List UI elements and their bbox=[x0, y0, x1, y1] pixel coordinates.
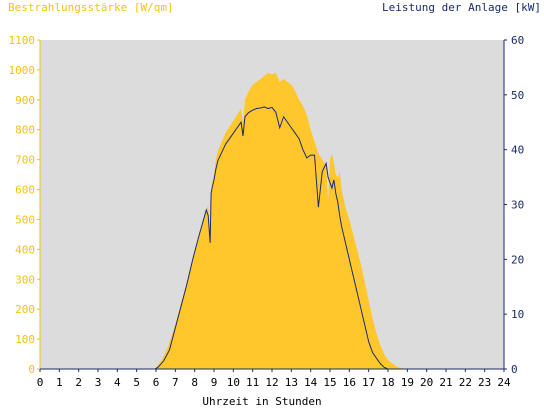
x-tick-label: 12 bbox=[265, 376, 278, 389]
irradiance-area-layer bbox=[40, 72, 504, 370]
x-tick-label: 19 bbox=[401, 376, 414, 389]
left-tick-label: 1100 bbox=[9, 34, 36, 47]
x-tick-label: 22 bbox=[459, 376, 472, 389]
right-axis-title: Leistung der Anlage [kW] bbox=[382, 1, 541, 14]
left-tick-label: 100 bbox=[15, 333, 35, 346]
right-tick-label: 50 bbox=[511, 89, 524, 102]
right-tick-label: 0 bbox=[511, 363, 518, 376]
left-tick-label: 1000 bbox=[9, 64, 36, 77]
x-tick-label: 16 bbox=[343, 376, 356, 389]
x-tick-label: 21 bbox=[439, 376, 452, 389]
x-tick-label: 15 bbox=[323, 376, 336, 389]
x-tick-label: 18 bbox=[381, 376, 394, 389]
x-tick-label: 23 bbox=[478, 376, 491, 389]
left-tick-label: 700 bbox=[15, 154, 35, 167]
x-tick-labels: 0 1 2 3 4 5 6 7 8 9 10 11 12 13 14 15 16 17 18 19 20 21 22 23 24 bbox=[37, 369, 511, 389]
x-tick-label: 17 bbox=[362, 376, 375, 389]
x-tick-label: 5 bbox=[133, 376, 140, 389]
x-tick-label: 7 bbox=[172, 376, 179, 389]
x-tick-label: 1 bbox=[56, 376, 63, 389]
x-tick-label: 14 bbox=[304, 376, 318, 389]
x-tick-label: 3 bbox=[95, 376, 102, 389]
right-tick-labels: 0 10 20 30 40 50 60 bbox=[504, 34, 524, 376]
left-tick-label: 0 bbox=[28, 363, 35, 376]
x-tick-label: 4 bbox=[114, 376, 121, 389]
right-tick-label: 40 bbox=[511, 144, 524, 157]
x-axis-label: Uhrzeit in Stunden bbox=[202, 395, 321, 408]
irradiance-area bbox=[40, 72, 504, 370]
right-tick-label: 30 bbox=[511, 199, 524, 212]
power-line-layer bbox=[40, 106, 504, 370]
x-tick-label: 9 bbox=[211, 376, 218, 389]
x-tick-label: 20 bbox=[420, 376, 433, 389]
x-tick-label: 2 bbox=[75, 376, 82, 389]
x-tick-label: 0 bbox=[37, 376, 44, 389]
left-tick-label: 900 bbox=[15, 94, 35, 107]
x-tick-label: 10 bbox=[227, 376, 240, 389]
power-line bbox=[40, 106, 504, 370]
x-tick-label: 11 bbox=[246, 376, 259, 389]
right-tick-label: 10 bbox=[511, 308, 524, 321]
left-tick-label: 300 bbox=[15, 273, 35, 286]
x-tick-label: 6 bbox=[153, 376, 160, 389]
x-tick-label: 8 bbox=[191, 376, 198, 389]
right-tick-label: 60 bbox=[511, 34, 524, 47]
right-tick-label: 20 bbox=[511, 253, 524, 266]
x-tick-label: 13 bbox=[285, 376, 298, 389]
left-tick-label: 600 bbox=[15, 184, 35, 197]
left-tick-label: 800 bbox=[15, 124, 35, 137]
x-tick-label: 24 bbox=[497, 376, 511, 389]
left-tick-label: 500 bbox=[15, 213, 35, 226]
left-tick-labels: 0 100 200 300 400 500 600 700 800 900 1000 1100 bbox=[9, 34, 40, 376]
left-tick-label: 400 bbox=[15, 243, 35, 256]
left-axis-title: Bestrahlungsstärke [W/qm] bbox=[8, 1, 174, 14]
left-tick-label: 200 bbox=[15, 303, 35, 316]
